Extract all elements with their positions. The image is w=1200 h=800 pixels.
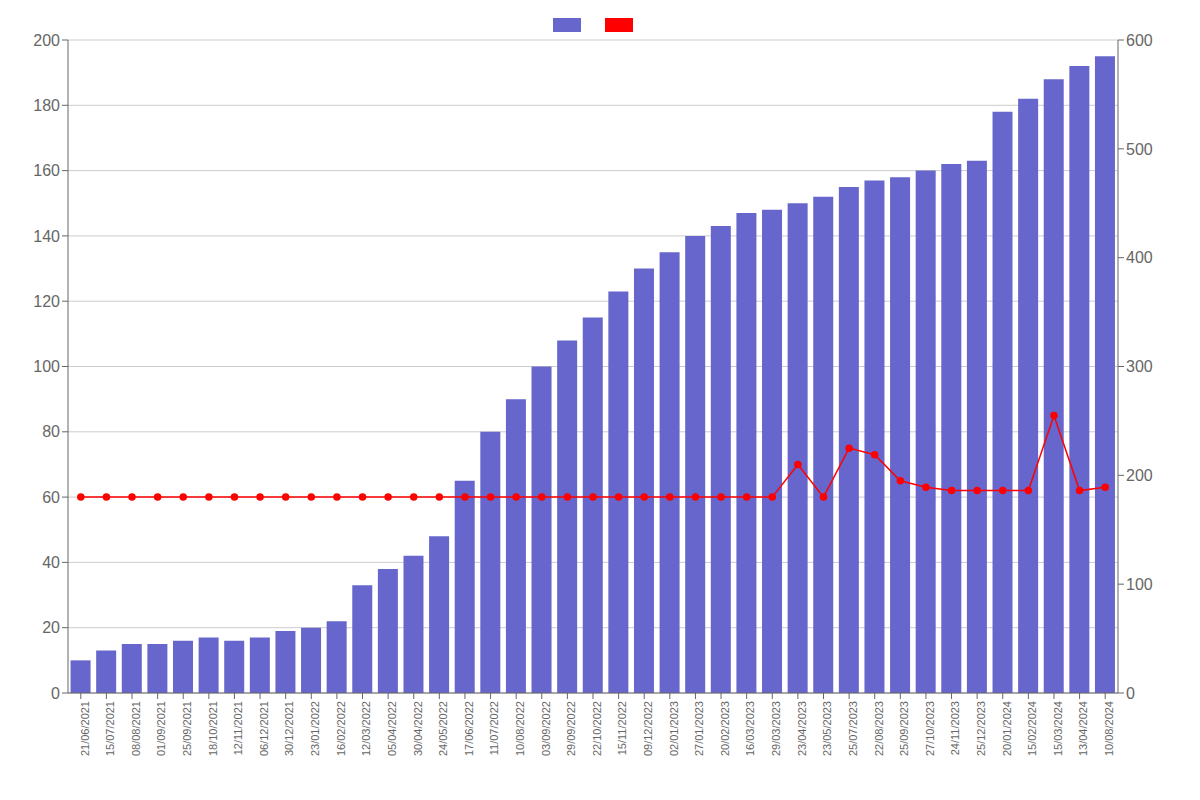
svg-text:29/03/2023: 29/03/2023	[770, 701, 782, 756]
svg-text:29/09/2022: 29/09/2022	[565, 701, 577, 756]
svg-text:30/04/2022: 30/04/2022	[412, 701, 424, 756]
svg-text:600: 600	[1126, 32, 1153, 49]
svg-text:100: 100	[1126, 576, 1153, 593]
svg-text:0: 0	[51, 685, 60, 702]
svg-text:160: 160	[33, 162, 60, 179]
svg-text:27/01/2023: 27/01/2023	[693, 701, 705, 756]
svg-text:23/04/2023: 23/04/2023	[796, 701, 808, 756]
svg-text:25/09/2021: 25/09/2021	[181, 701, 193, 756]
svg-text:15/02/2024: 15/02/2024	[1026, 701, 1038, 756]
svg-text:01/09/2021: 01/09/2021	[155, 701, 167, 756]
svg-text:25/12/2023: 25/12/2023	[975, 701, 987, 756]
svg-text:15/11/2022: 15/11/2022	[616, 701, 628, 755]
svg-text:27/10/2023: 27/10/2023	[924, 701, 936, 756]
svg-text:16/03/2023: 16/03/2023	[744, 701, 756, 756]
svg-text:0: 0	[1126, 685, 1135, 702]
svg-text:22/10/2022: 22/10/2022	[591, 701, 603, 756]
svg-text:15/03/2024: 15/03/2024	[1052, 701, 1064, 756]
svg-text:10/08/2022: 10/08/2022	[514, 701, 526, 756]
svg-text:21/06/2021: 21/06/2021	[79, 701, 91, 756]
svg-text:140: 140	[33, 228, 60, 245]
svg-text:25/09/2023: 25/09/2023	[898, 701, 910, 756]
svg-text:80: 80	[42, 423, 60, 440]
svg-text:15/07/2021: 15/07/2021	[104, 701, 116, 756]
svg-text:10/08/2024: 10/08/2024	[1103, 701, 1115, 756]
svg-text:500: 500	[1126, 141, 1153, 158]
svg-text:17/06/2022: 17/06/2022	[463, 701, 475, 756]
svg-text:05/04/2022: 05/04/2022	[386, 701, 398, 756]
svg-text:120: 120	[33, 293, 60, 310]
svg-text:400: 400	[1126, 249, 1153, 266]
svg-text:12/03/2022: 12/03/2022	[360, 701, 372, 756]
svg-text:24/11/2023: 24/11/2023	[949, 701, 961, 755]
svg-text:180: 180	[33, 97, 60, 114]
svg-text:11/07/2022: 11/07/2022	[488, 701, 500, 755]
svg-text:12/11/2021: 12/11/2021	[232, 701, 244, 755]
svg-text:200: 200	[1126, 467, 1153, 484]
svg-text:40: 40	[42, 554, 60, 571]
svg-text:23/01/2022: 23/01/2022	[309, 701, 321, 756]
svg-text:06/12/2021: 06/12/2021	[258, 701, 270, 756]
svg-text:24/05/2022: 24/05/2022	[437, 701, 449, 756]
svg-text:22/08/2023: 22/08/2023	[873, 701, 885, 756]
svg-text:20: 20	[42, 619, 60, 636]
svg-text:25/07/2023: 25/07/2023	[847, 701, 859, 756]
svg-text:30/12/2021: 30/12/2021	[283, 701, 295, 756]
svg-text:100: 100	[33, 358, 60, 375]
svg-text:23/05/2023: 23/05/2023	[821, 701, 833, 756]
svg-text:03/09/2022: 03/09/2022	[540, 701, 552, 756]
svg-text:60: 60	[42, 489, 60, 506]
svg-text:20/01/2024: 20/01/2024	[1001, 701, 1013, 756]
svg-text:13/04/2024: 13/04/2024	[1077, 701, 1089, 756]
svg-text:08/08/2021: 08/08/2021	[130, 701, 142, 756]
svg-text:02/01/2023: 02/01/2023	[668, 701, 680, 756]
svg-text:20/02/2023: 20/02/2023	[719, 701, 731, 756]
svg-text:09/12/2022: 09/12/2022	[642, 701, 654, 756]
svg-text:300: 300	[1126, 358, 1153, 375]
svg-text:16/02/2022: 16/02/2022	[335, 701, 347, 756]
svg-text:200: 200	[33, 32, 60, 49]
svg-text:18/10/2021: 18/10/2021	[207, 701, 219, 756]
